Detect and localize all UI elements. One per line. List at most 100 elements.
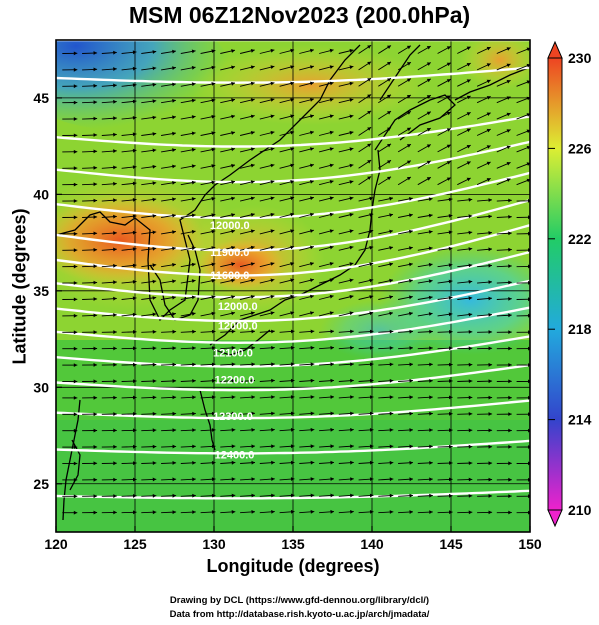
wind-vector-head — [290, 311, 295, 315]
wind-vector-head — [251, 395, 255, 399]
wind-vector-head — [73, 510, 78, 515]
wind-vector-head — [468, 346, 473, 351]
wind-vector-head — [290, 395, 295, 399]
wind-vector-head — [446, 177, 451, 181]
wind-vector-head — [409, 477, 413, 482]
wind-vector-head — [526, 80, 530, 84]
wind-vector-head — [448, 197, 453, 202]
wind-vector-head — [506, 47, 511, 51]
wind-vector-head — [508, 379, 512, 384]
wind-vector-head — [369, 229, 374, 234]
wind-vector-head — [132, 247, 137, 251]
wind-vector-head — [488, 510, 493, 515]
wind-vector-head — [192, 493, 196, 498]
wind-vector-head — [330, 329, 334, 334]
wind-vector-head — [270, 65, 275, 69]
wind-vector-head — [152, 132, 157, 136]
wind-vector-head — [192, 428, 196, 432]
wind-vector-head — [290, 493, 295, 498]
wind-vector-head — [488, 296, 492, 301]
wind-vector-head — [211, 510, 216, 514]
wind-vector-head — [191, 262, 196, 267]
wind-vector-head — [349, 48, 354, 53]
wind-vector-head — [231, 163, 235, 168]
wind-vector-head — [486, 96, 491, 100]
wind-vector-head — [73, 428, 78, 433]
wind-vector-head — [290, 65, 295, 69]
wind-vector-head — [290, 196, 295, 201]
wind-vector-head — [93, 280, 98, 285]
wind-vector-head — [409, 229, 413, 234]
y-tick-label: 40 — [33, 186, 49, 202]
contour-label: 11900.0 — [210, 247, 249, 259]
wind-vector-head — [93, 412, 98, 417]
wind-vector-head — [446, 128, 451, 132]
wind-vector-head — [231, 81, 235, 86]
wind-vector-head — [428, 295, 433, 300]
wind-vector-head — [488, 494, 493, 498]
wind-vector-head — [152, 246, 157, 251]
wind-vector-head — [192, 395, 196, 400]
wind-vector-head — [409, 246, 413, 250]
wind-vector-head — [172, 82, 176, 87]
wind-vector-head — [271, 346, 275, 350]
wind-vector-head — [290, 130, 295, 135]
wind-vector-head — [113, 379, 117, 384]
wind-vector-head — [231, 131, 235, 135]
wind-vector-head — [310, 278, 314, 283]
wind-vector-head — [508, 363, 512, 367]
wind-vector-head — [113, 494, 117, 498]
wind-vector-head — [132, 132, 137, 137]
wind-vector-head — [310, 65, 314, 69]
wind-vector-head — [506, 63, 511, 68]
wind-vector-head — [428, 197, 433, 202]
wind-vector-head — [211, 213, 216, 217]
wind-vector-head — [231, 378, 236, 383]
wind-vector-head — [290, 48, 295, 53]
wind-vector-head — [310, 196, 314, 201]
wind-vector-head — [191, 295, 196, 300]
wind-vector-head — [369, 444, 374, 449]
wind-vector-head — [488, 330, 493, 334]
wind-vector-head — [133, 461, 137, 466]
wind-vector-head — [448, 246, 453, 251]
wind-vector-head — [329, 294, 334, 299]
wind-vector-head — [113, 477, 117, 482]
wind-vector-head — [172, 197, 176, 202]
wind-vector-head — [250, 81, 255, 86]
wind-vector-head — [290, 509, 295, 514]
wind-vector-head — [113, 461, 117, 466]
wind-vector-head — [192, 477, 196, 482]
wind-vector-head — [468, 461, 473, 465]
wind-vector-head — [406, 111, 411, 115]
wind-vector-head — [329, 81, 334, 86]
wind-vector-head — [290, 262, 295, 266]
wind-vector-head — [132, 116, 137, 120]
wind-vector-head — [113, 132, 117, 137]
wind-vector-head — [270, 294, 275, 299]
wind-vector-head — [330, 362, 334, 367]
wind-vector-head — [113, 428, 117, 433]
wind-vector-head — [488, 428, 493, 433]
wind-vector-head — [367, 176, 372, 180]
wind-vector-head — [231, 510, 236, 514]
wind-vector-head — [508, 264, 512, 268]
wind-vector-head — [526, 162, 530, 166]
wind-vector-head — [290, 163, 295, 168]
wind-vector-head — [172, 148, 176, 152]
wind-vector-head — [191, 197, 196, 201]
wind-vector-head — [93, 477, 98, 482]
wind-vector-head — [488, 346, 493, 351]
wind-vector-head — [389, 246, 393, 250]
wind-vector-head — [310, 294, 314, 299]
contour-line — [56, 335, 530, 368]
wind-vector-head — [192, 444, 196, 449]
wind-vector-head — [409, 460, 413, 465]
wind-vector-head — [172, 213, 176, 218]
contour-line — [56, 171, 530, 220]
wind-vector-head — [508, 330, 512, 334]
wind-vector-head — [488, 198, 492, 202]
wind-vector-head — [290, 444, 295, 449]
wind-vector-head — [270, 311, 275, 315]
wind-vector-head — [172, 461, 177, 465]
